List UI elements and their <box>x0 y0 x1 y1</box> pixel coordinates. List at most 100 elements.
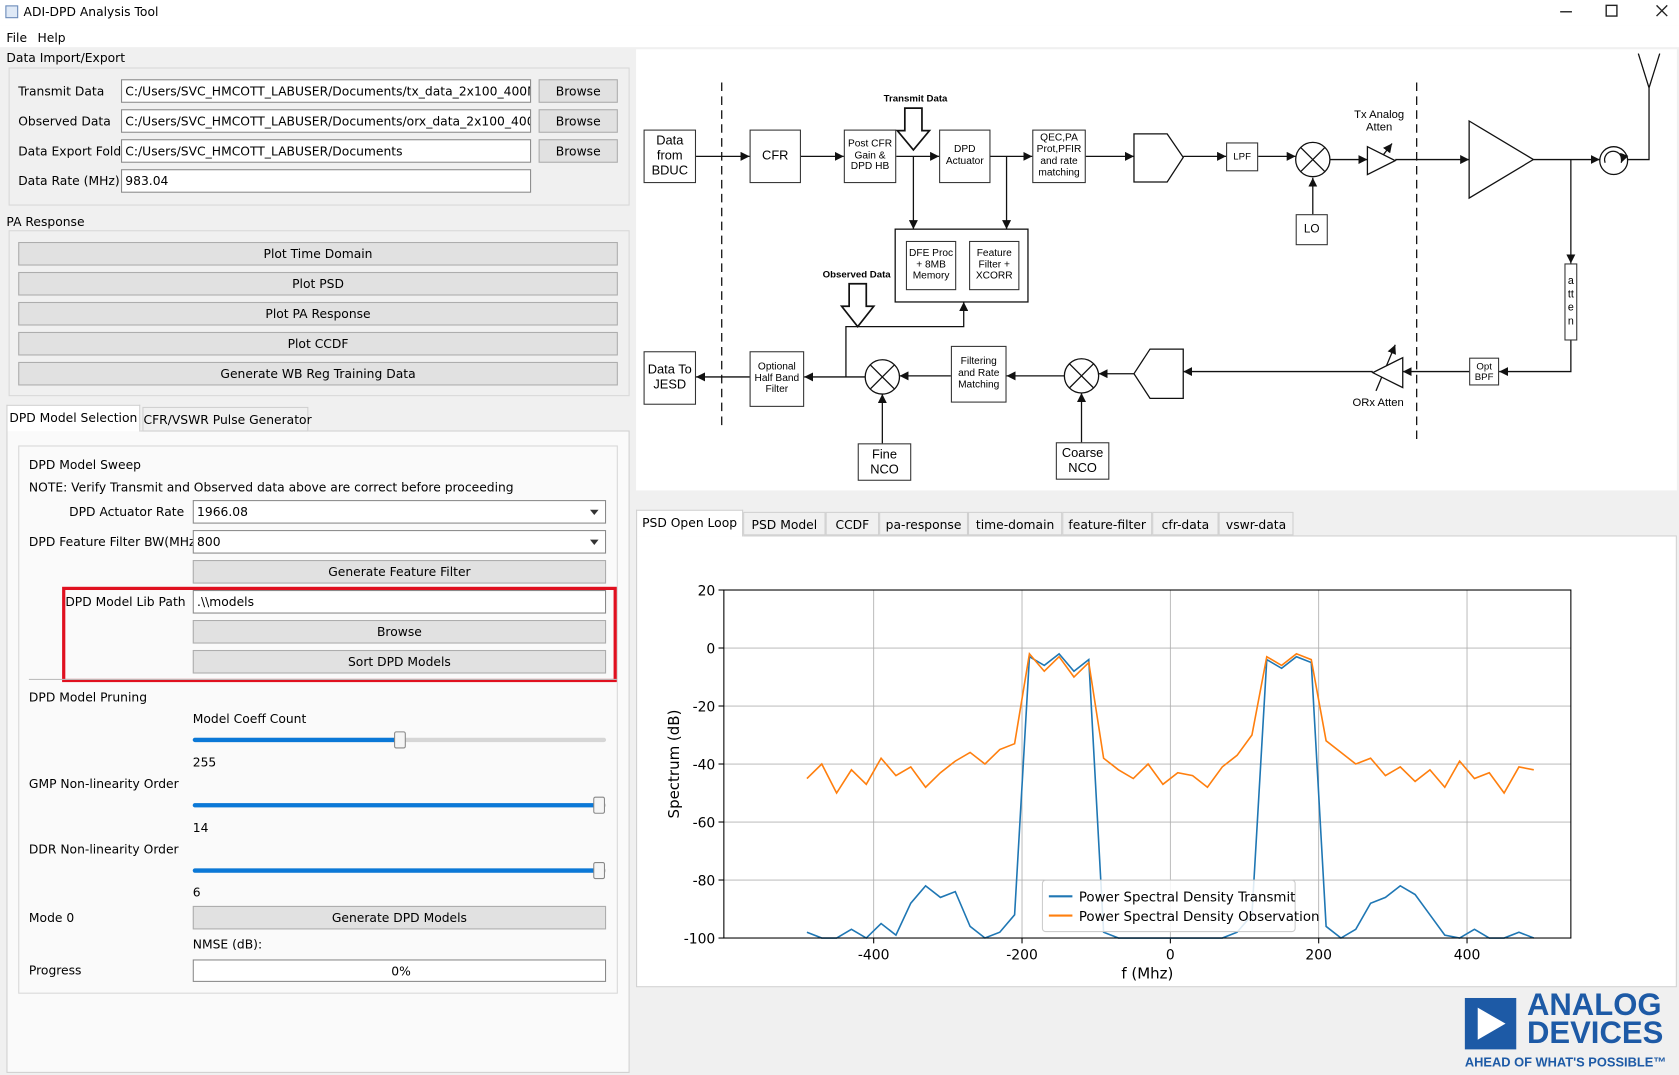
action-button[interactable]: Plot Time Domain <box>18 242 618 266</box>
browse-button[interactable]: Browse <box>192 619 607 644</box>
diagram-node: Fine NCO <box>857 443 912 481</box>
diagram-node: Post CFR Gain & DPD HB <box>843 129 897 184</box>
dropdown[interactable]: 800 <box>192 530 607 554</box>
menu-item[interactable]: Help <box>37 29 66 45</box>
legend-label: Power Spectral Density Transmit <box>1079 891 1296 906</box>
diagram-node: ORx Atten <box>1352 396 1404 410</box>
diagram-node: Opt BPF <box>1469 357 1500 386</box>
diagram-node: Coarse NCO <box>1055 442 1110 480</box>
field-label: Observed Data <box>18 113 111 129</box>
diagram-panel <box>636 49 1677 491</box>
slider-fill <box>192 868 599 873</box>
slider-value: 255 <box>192 754 217 770</box>
action-button[interactable]: Plot PA Response <box>18 301 618 326</box>
menu-item[interactable]: File <box>6 29 28 45</box>
field-label: Mode 0 <box>28 910 75 926</box>
browse-button[interactable]: Browse <box>538 139 618 163</box>
y-tick-label: -80 <box>693 873 716 889</box>
title-bar <box>0 0 1679 26</box>
tab[interactable]: time-domain <box>968 511 1063 536</box>
diagram-node: DFE Proc + 8MB Memory <box>905 240 957 291</box>
highlight-box <box>62 586 617 683</box>
diagram-node: QEC,PA Prot,PFIR and rate matching <box>1032 129 1086 184</box>
tab[interactable]: CFR/VSWR Pulse Generator <box>142 406 312 432</box>
field-label: DPD Actuator Rate <box>69 504 185 520</box>
field-label: Data Export Folder <box>18 143 134 159</box>
tab[interactable]: feature-filter <box>1062 511 1153 536</box>
group-box <box>18 445 618 994</box>
diagram-node: LPF <box>1226 142 1259 172</box>
tab[interactable]: vswr-data <box>1218 511 1294 536</box>
slider-handle[interactable] <box>394 731 406 749</box>
tab[interactable]: PSD Model <box>743 511 826 536</box>
action-button[interactable]: Plot CCDF <box>18 331 618 356</box>
slider-label: Model Coeff Count <box>192 711 307 727</box>
tab[interactable]: DPD Model Selection <box>6 404 141 432</box>
slider-handle[interactable] <box>593 861 606 880</box>
y-tick-label: -40 <box>693 757 716 773</box>
logo-triangle <box>1477 1007 1506 1040</box>
field-label: Progress <box>28 962 82 978</box>
separator <box>28 678 617 680</box>
action-button[interactable]: Plot PSD <box>18 271 618 296</box>
field-label: DPD Feature Filter BW(MHz) <box>28 534 201 550</box>
field-label: NMSE (dB): <box>192 936 263 952</box>
y-tick-label: 20 <box>698 583 716 599</box>
text-input[interactable]: .\\models <box>192 590 607 614</box>
section-title: DPD Model Sweep <box>28 457 141 473</box>
action-button[interactable]: Generate Feature Filter <box>192 560 607 584</box>
section-title: DPD Model Pruning <box>28 689 148 705</box>
y-tick-label: -60 <box>693 815 716 831</box>
field-label: GMP Non-linearity Order <box>28 776 179 792</box>
diagram-node: atten <box>1564 263 1578 341</box>
window-controls[interactable] <box>1560 4 1668 17</box>
tab[interactable]: PSD Open Loop <box>636 509 744 537</box>
slider-value: 14 <box>192 820 209 836</box>
y-tick-label: 0 <box>706 641 715 657</box>
slider-fill <box>192 803 599 808</box>
diagram-wires <box>696 53 1661 444</box>
slider-fill <box>192 737 400 743</box>
text-input[interactable]: C:/Users/SVC_HMCOTT_LABUSER/Documents <box>121 139 532 163</box>
tab[interactable]: pa-response <box>879 511 969 536</box>
logo-text: DEVICES <box>1526 1016 1664 1051</box>
dropdown-arrow <box>590 509 599 516</box>
app-icon <box>5 5 19 19</box>
diagram-node: Tx Analog Atten <box>1354 108 1405 134</box>
diagram-node: Data from BDUC <box>643 129 697 184</box>
y-axis-label: Spectrum (dB) <box>665 710 683 819</box>
menu-bar <box>0 25 1679 48</box>
slider-handle[interactable] <box>593 796 606 814</box>
x-tick-label: 200 <box>1305 947 1332 963</box>
diagram-node: Optional Half Band Filter <box>749 351 805 407</box>
x-tick-label: -400 <box>858 947 890 963</box>
series-line <box>806 651 1534 795</box>
tab[interactable]: CCDF <box>825 511 880 536</box>
diagram-node: Transmit Data <box>883 92 948 104</box>
x-tick-label: -200 <box>1006 947 1038 963</box>
group-title: Data Import/Export <box>6 50 126 66</box>
window-title: ADI-DPD Analysis Tool <box>23 4 159 20</box>
text-input[interactable]: 983.04 <box>121 169 532 193</box>
diagram-node: Feature Filter + XCORR <box>969 240 1020 291</box>
tab[interactable]: cfr-data <box>1152 511 1219 536</box>
text-input[interactable]: C:/Users/SVC_HMCOTT_LABUSER/Documents/tx… <box>121 79 532 103</box>
text-input[interactable]: C:/Users/SVC_HMCOTT_LABUSER/Documents/or… <box>121 109 532 133</box>
y-tick-label: -100 <box>684 931 716 947</box>
action-button[interactable]: Generate WB Reg Training Data <box>18 361 618 386</box>
y-tick-label: -20 <box>693 699 716 715</box>
action-button[interactable]: Generate DPD Models <box>192 905 607 930</box>
field-label: Data Rate (MHz) <box>18 173 120 189</box>
dropdown[interactable]: 1966.08 <box>192 500 607 524</box>
legend-label: Power Spectral Density Observation <box>1079 910 1320 925</box>
browse-button[interactable]: Browse <box>538 79 618 103</box>
logo-text: ANALOG <box>1526 988 1662 1023</box>
legend-box <box>1041 879 1296 933</box>
diagram-node: Filtering and Rate Matching <box>950 345 1007 403</box>
browse-button[interactable]: Browse <box>538 109 618 133</box>
action-button[interactable]: Sort DPD Models <box>192 649 607 674</box>
diagram-node: Data To JESD <box>643 351 697 405</box>
